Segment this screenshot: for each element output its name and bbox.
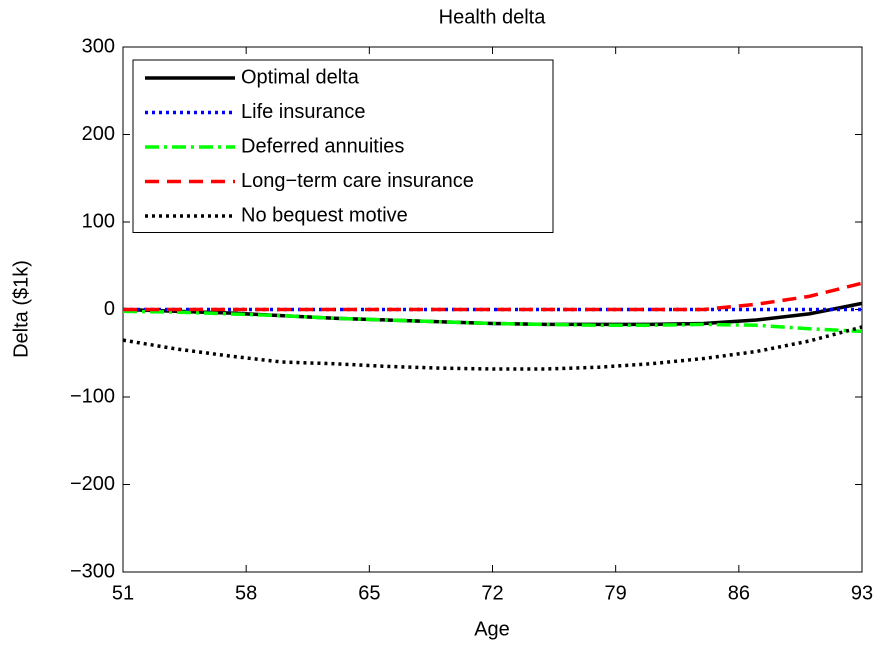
legend-label: Deferred annuities [241, 135, 404, 157]
chart-title: Health delta [439, 6, 547, 28]
x-tick-label: 72 [481, 582, 503, 604]
y-axis-label: Delta ($1k) [10, 260, 32, 358]
y-tick-label: 200 [82, 123, 115, 145]
series-line [122, 325, 863, 371]
x-tick-label: 86 [728, 582, 750, 604]
y-tick-label: 300 [82, 35, 115, 57]
x-tick-label: 79 [605, 582, 627, 604]
y-tick-label: −200 [70, 473, 115, 495]
y-tick-label: 0 [104, 298, 115, 320]
x-tick-label: 58 [235, 582, 257, 604]
legend-label: Long−term care insurance [241, 170, 474, 192]
series-line [123, 281, 863, 312]
legend-label: Optimal delta [241, 66, 360, 88]
y-tick-label: −100 [70, 385, 115, 407]
legend-label: No bequest motive [241, 204, 408, 226]
series-line [122, 301, 863, 327]
y-tick-label: −300 [70, 560, 115, 582]
x-axis-label: Age [474, 618, 510, 640]
x-tick-label: 65 [358, 582, 380, 604]
x-tick-label: 93 [851, 582, 873, 604]
x-tick-label: 51 [112, 582, 134, 604]
legend-label: Life insurance [241, 101, 366, 123]
y-tick-label: 100 [82, 210, 115, 232]
